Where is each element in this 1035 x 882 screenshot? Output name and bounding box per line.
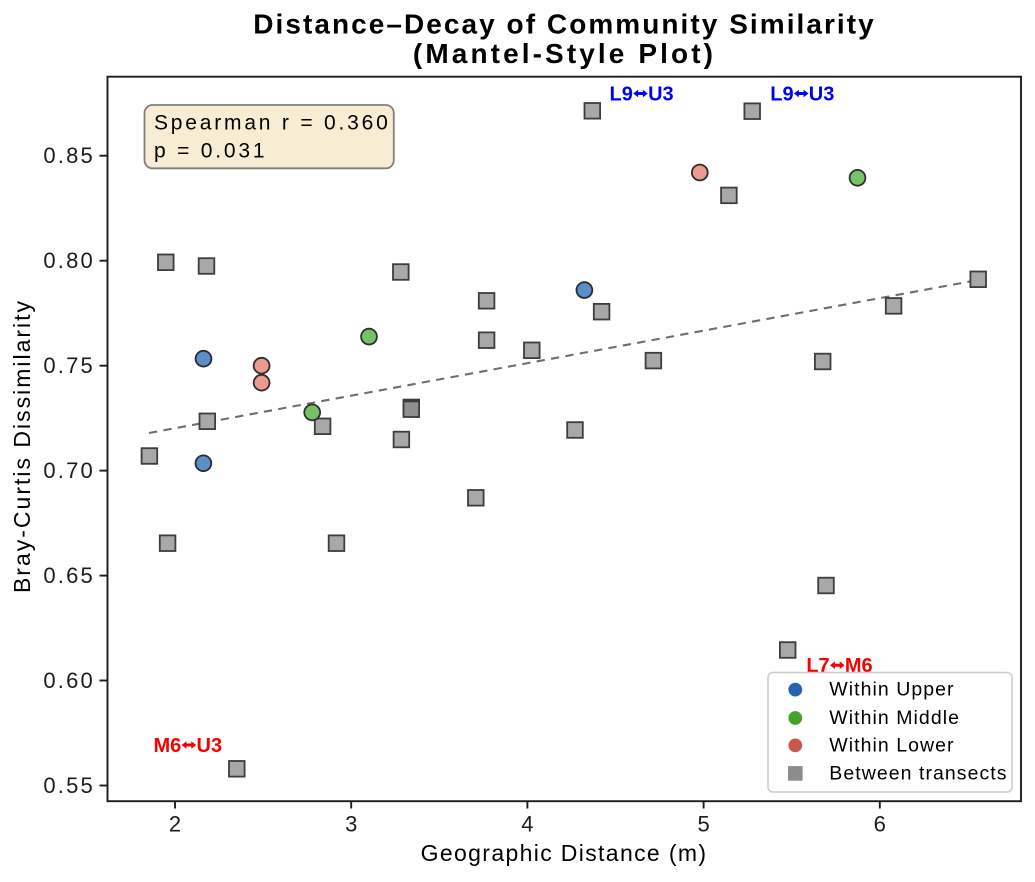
svg-text:Within Middle: Within Middle bbox=[829, 707, 960, 729]
svg-text:Geographic Distance (m): Geographic Distance (m) bbox=[421, 840, 708, 866]
svg-text:Between transects: Between transects bbox=[829, 762, 1007, 784]
svg-text:0.75: 0.75 bbox=[43, 353, 95, 378]
svg-text:U3: U3 bbox=[648, 83, 674, 105]
svg-text:Spearman r = 0.360: Spearman r = 0.360 bbox=[154, 112, 391, 135]
svg-text:0.60: 0.60 bbox=[43, 668, 95, 693]
svg-text:Within Lower: Within Lower bbox=[829, 734, 954, 756]
svg-text:0.70: 0.70 bbox=[43, 458, 95, 483]
svg-text:0.80: 0.80 bbox=[43, 248, 95, 273]
svg-text:L9: L9 bbox=[770, 83, 793, 105]
svg-text:p = 0.031: p = 0.031 bbox=[154, 139, 267, 162]
svg-text:4: 4 bbox=[521, 812, 533, 837]
svg-text:0.85: 0.85 bbox=[43, 143, 95, 168]
svg-text:L9: L9 bbox=[610, 83, 633, 105]
svg-text:0.55: 0.55 bbox=[43, 773, 95, 798]
svg-text:Bray-Curtis Dissimilarity: Bray-Curtis Dissimilarity bbox=[9, 299, 35, 593]
svg-text:3: 3 bbox=[345, 812, 357, 837]
svg-text:L7: L7 bbox=[806, 655, 829, 677]
svg-text:(Mantel-Style Plot): (Mantel-Style Plot) bbox=[413, 38, 716, 69]
svg-text:M6: M6 bbox=[154, 735, 182, 757]
svg-text:2: 2 bbox=[169, 812, 181, 837]
svg-text:5: 5 bbox=[697, 812, 709, 837]
svg-text:U3: U3 bbox=[809, 83, 835, 105]
svg-text:6: 6 bbox=[874, 812, 886, 837]
svg-text:Distance–Decay of Community Si: Distance–Decay of Community Similarity bbox=[253, 9, 876, 40]
svg-text:U3: U3 bbox=[197, 735, 223, 757]
svg-text:Within Upper: Within Upper bbox=[829, 679, 954, 701]
svg-text:M6: M6 bbox=[845, 655, 873, 677]
svg-text:0.65: 0.65 bbox=[43, 563, 95, 588]
